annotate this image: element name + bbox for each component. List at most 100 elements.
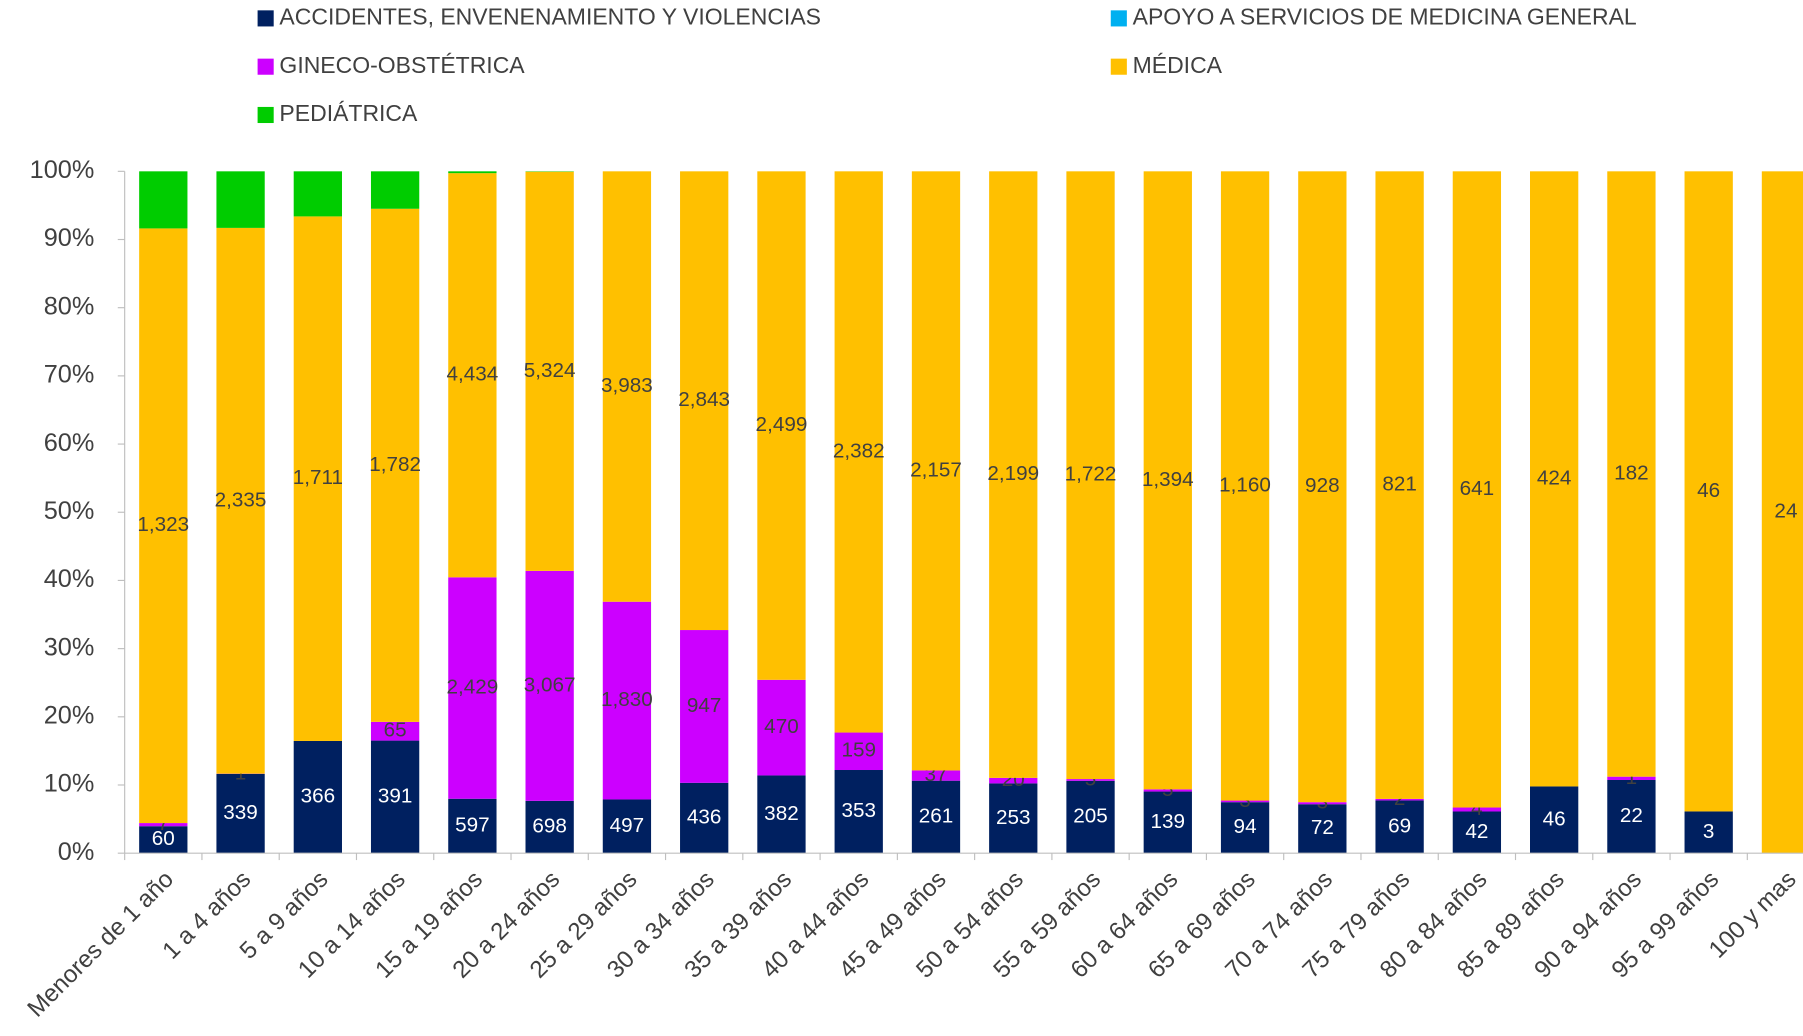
data-label: 72 (1311, 816, 1334, 839)
data-label: 46 (1543, 807, 1566, 830)
data-label: 821 (1382, 473, 1417, 496)
bar-segment (834, 732, 883, 771)
data-label: 65 (384, 719, 407, 742)
data-label: 3,067 (524, 673, 576, 696)
legend-swatch (257, 10, 274, 27)
data-label: 1,830 (601, 688, 653, 711)
data-label: 7 (158, 812, 170, 835)
data-label: 366 (301, 785, 336, 808)
bar-segment (680, 171, 729, 631)
data-label: 3,983 (601, 374, 653, 397)
data-label: 2,843 (678, 388, 730, 411)
bar-segment (757, 171, 806, 680)
data-label: 1,722 (1065, 463, 1117, 486)
data-label: 2,499 (756, 413, 808, 436)
bar-segment (139, 228, 188, 824)
bar-segment (1452, 171, 1502, 808)
bar-segment (139, 826, 188, 854)
data-label: 60 (152, 827, 175, 850)
bar-segment (1607, 780, 1656, 854)
data-label: 253 (996, 806, 1031, 829)
data-label: 1,323 (137, 513, 189, 536)
bar-segment (1529, 786, 1579, 854)
bar-segment (1143, 789, 1192, 792)
bar-segment (525, 800, 574, 854)
legend-swatch (1110, 58, 1127, 75)
bar-segment (1220, 171, 1270, 801)
data-label: 353 (841, 799, 876, 822)
bar-segment (370, 171, 420, 209)
bar-segment (1375, 798, 1424, 801)
data-label: 2,429 (446, 676, 498, 699)
bar-segment (602, 799, 652, 854)
bar-segment (1066, 171, 1115, 780)
bar-segment (1220, 800, 1270, 803)
bar-segment (293, 216, 342, 741)
y-tick-label: 60% (44, 429, 95, 457)
bar-segment (1607, 776, 1656, 781)
legend-label: ACCIDENTES, ENVENENAMIENTO Y VIOLENCIAS (279, 3, 821, 29)
data-label: 5 (1162, 778, 1174, 801)
data-label: 182 (1614, 461, 1649, 484)
data-label: 1,394 (1142, 468, 1194, 491)
bar-segment (293, 740, 342, 854)
bar-segment (1298, 171, 1347, 803)
data-label: 5,324 (524, 359, 576, 382)
data-label: 2,199 (987, 462, 1039, 485)
data-label: 436 (687, 805, 722, 828)
data-label: 1,160 (1219, 473, 1271, 496)
bar-segment (989, 777, 1038, 784)
legend-swatch (257, 106, 274, 124)
bar-segment (1375, 171, 1424, 799)
data-label: 1,711 (293, 466, 343, 489)
y-tick-label: 30% (44, 633, 95, 661)
bar-segment (216, 773, 265, 854)
bar-segment (1761, 171, 1803, 854)
data-label: 391 (378, 784, 413, 807)
legend-swatch (257, 58, 274, 75)
data-label: 205 (1073, 804, 1108, 827)
legend-label: GINECO-OBSTÉTRICA (279, 52, 525, 78)
data-label: 42 (1465, 820, 1488, 843)
data-label: 22 (1620, 804, 1643, 827)
data-label: 497 (610, 814, 645, 837)
bar-segment (216, 171, 265, 228)
data-label: 698 (532, 814, 567, 837)
y-tick-label: 10% (44, 770, 95, 798)
y-tick-label: 40% (44, 565, 95, 593)
data-label: 94 (1234, 815, 1257, 838)
data-label: 947 (687, 694, 722, 717)
data-label: 159 (841, 739, 876, 762)
data-label: 928 (1305, 474, 1340, 497)
data-label: 4,434 (446, 363, 498, 386)
data-label: 2,157 (910, 458, 962, 481)
data-label: 2,335 (215, 488, 267, 511)
y-tick-label: 20% (44, 701, 95, 729)
y-tick-label: 70% (44, 361, 95, 389)
y-tick-label: 0% (58, 838, 95, 866)
bar-segment (370, 208, 420, 722)
bar-segment (216, 227, 265, 774)
y-tick-label: 90% (44, 224, 95, 252)
bar-segment (989, 171, 1038, 778)
bar-segment (757, 775, 806, 854)
bar-segment (1298, 804, 1347, 854)
bar-segment (834, 770, 883, 854)
bar-segment (1529, 171, 1579, 787)
bar-segment (911, 171, 961, 771)
data-label: 470 (764, 715, 799, 738)
bar-segment (370, 721, 420, 741)
bar-segment (448, 173, 497, 578)
bar-segment (1066, 779, 1115, 781)
x-tick-label: Menores de 1 año (22, 866, 179, 1023)
bar-segment (1684, 171, 1733, 812)
y-tick-label: 50% (44, 497, 95, 525)
bar-segment (1607, 171, 1656, 777)
bar-segment (680, 630, 729, 783)
bar-segment (911, 780, 961, 854)
legend-label: APOYO A SERVICIOS DE MEDICINA GENERAL (1133, 3, 1637, 29)
data-label: 261 (919, 804, 954, 827)
bar-segment (1143, 171, 1192, 790)
bar-segment (834, 171, 883, 733)
